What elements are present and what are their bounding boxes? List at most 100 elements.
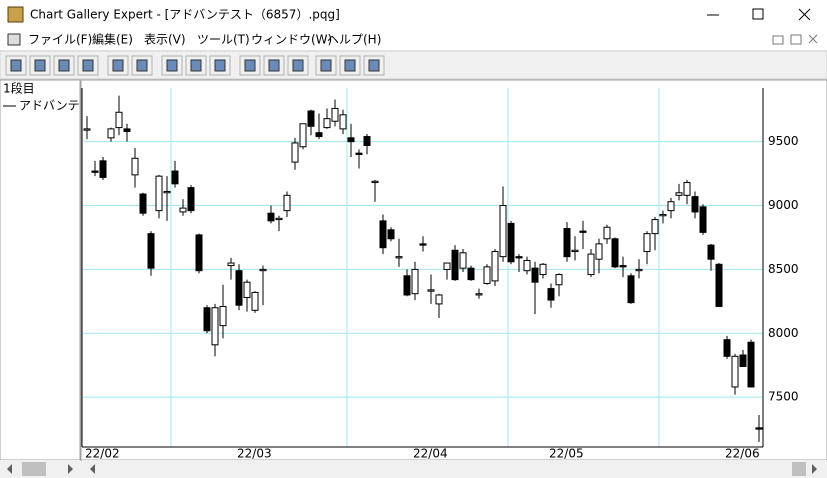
- y-tick-label: 7500: [768, 390, 799, 404]
- candle-body: [427, 289, 435, 292]
- scroll-thumb[interactable]: [792, 462, 806, 476]
- doc-icon[interactable]: [7, 33, 21, 46]
- chart: 7500 8000 8500 9000 9500 22/02 22/03 22/04 22/05…: [81, 88, 799, 461]
- candle-body: [619, 265, 627, 268]
- candle-body: [507, 222, 515, 263]
- candle-body: [339, 114, 347, 130]
- h-scrollbar-chart[interactable]: [82, 460, 827, 478]
- candle-body: [707, 244, 715, 260]
- tool-icon[interactable]: [112, 59, 124, 72]
- candle-body: [539, 263, 547, 276]
- candle-body: [571, 249, 579, 253]
- candle-body: [139, 193, 147, 214]
- tool-icon[interactable]: [214, 59, 226, 72]
- candle-body: [475, 293, 483, 296]
- candle-body: [611, 238, 619, 268]
- candle-body: [99, 160, 107, 178]
- candle-body: [171, 170, 179, 185]
- candle-body: [683, 182, 691, 196]
- candle-body: [291, 142, 299, 163]
- candle-body: [347, 137, 355, 143]
- toolbar-buttons: [5, 55, 385, 76]
- candle-body: [379, 220, 387, 249]
- tool-icon[interactable]: [10, 59, 22, 72]
- menu-item[interactable]: ウィンドウ(W): [251, 33, 332, 47]
- candle-body: [531, 267, 539, 283]
- mdi-close[interactable]: [808, 34, 818, 44]
- candle-body: [435, 294, 443, 305]
- candle-body: [331, 107, 339, 122]
- x-tick-label: 22/04: [413, 447, 448, 461]
- candle-body: [179, 207, 187, 213]
- menu-item[interactable]: ツール(T): [197, 33, 250, 47]
- candle-body: [395, 256, 403, 259]
- candle-body: [83, 128, 91, 131]
- candle-body: [243, 281, 251, 299]
- candle-body: [123, 128, 131, 132]
- candle-body: [147, 233, 155, 269]
- candle-body: [651, 219, 659, 235]
- tool-icon[interactable]: [190, 59, 202, 72]
- tool-icon[interactable]: [368, 59, 380, 72]
- candle-body: [187, 187, 195, 212]
- window-title: Chart Gallery Expert - [アドバンテスト（6857）.pq…: [30, 8, 340, 22]
- candle-body: [91, 170, 99, 173]
- tool-icon[interactable]: [344, 59, 356, 72]
- tool-icon[interactable]: [292, 59, 304, 72]
- candle-body: [715, 263, 723, 307]
- tool-icon[interactable]: [166, 59, 178, 72]
- candle-body: [211, 307, 219, 346]
- candle-body: [747, 341, 755, 388]
- candle-body: [739, 354, 747, 368]
- tool-icon[interactable]: [320, 59, 332, 72]
- tool-icon[interactable]: [268, 59, 280, 72]
- candle-body: [451, 249, 459, 281]
- candle-body: [723, 339, 731, 357]
- candle-body: [219, 305, 227, 327]
- candle-body: [235, 270, 243, 306]
- menu-item[interactable]: 表示(V): [144, 33, 186, 47]
- menu-item[interactable]: ファイル(F): [28, 33, 92, 47]
- candle-body: [403, 275, 411, 296]
- candle-body: [667, 201, 675, 212]
- menu: ファイル(F) 編集(E) 表示(V) ツール(T) ウィンドウ(W)ヘルプ(H): [28, 32, 381, 47]
- candle-body: [523, 259, 531, 272]
- y-tick-label: 8500: [768, 262, 799, 276]
- candle-body: [163, 190, 171, 194]
- maximize-button[interactable]: [752, 8, 764, 20]
- y-tick-label: 9000: [768, 198, 799, 212]
- mdi-min[interactable]: [772, 35, 784, 45]
- candle-body: [499, 205, 507, 258]
- tool-icon[interactable]: [136, 59, 148, 72]
- candle-body: [267, 212, 275, 222]
- scroll-thumb[interactable]: [22, 462, 46, 476]
- candle-body: [731, 355, 739, 388]
- candle-body: [307, 110, 315, 127]
- candle-body: [371, 180, 379, 184]
- tool-icon[interactable]: [244, 59, 256, 72]
- candle-body: [227, 262, 235, 267]
- candle-body: [323, 118, 331, 129]
- tool-icon[interactable]: [34, 59, 46, 72]
- y-tick-label: 9500: [768, 134, 799, 148]
- candle-body: [363, 136, 371, 146]
- candle-body: [491, 251, 499, 282]
- candle-body: [483, 266, 491, 284]
- tool-icon[interactable]: [58, 59, 70, 72]
- candle-body: [299, 123, 307, 148]
- legend-panel: [0, 79, 81, 461]
- tool-icon[interactable]: [82, 59, 94, 72]
- menu-bar: [0, 30, 827, 50]
- candle-body: [515, 256, 523, 259]
- menu-item[interactable]: 編集(E): [92, 32, 133, 47]
- candle-body: [635, 268, 643, 272]
- close-button[interactable]: [798, 8, 811, 21]
- candle-body: [587, 253, 595, 276]
- candle-body: [547, 288, 555, 301]
- x-tick-label: 22/05: [549, 447, 584, 461]
- menu-item[interactable]: ヘルプ(H): [327, 33, 381, 47]
- panel-label: 1段目: [3, 81, 35, 96]
- candle-body: [643, 233, 651, 253]
- mdi-restore[interactable]: [790, 34, 802, 45]
